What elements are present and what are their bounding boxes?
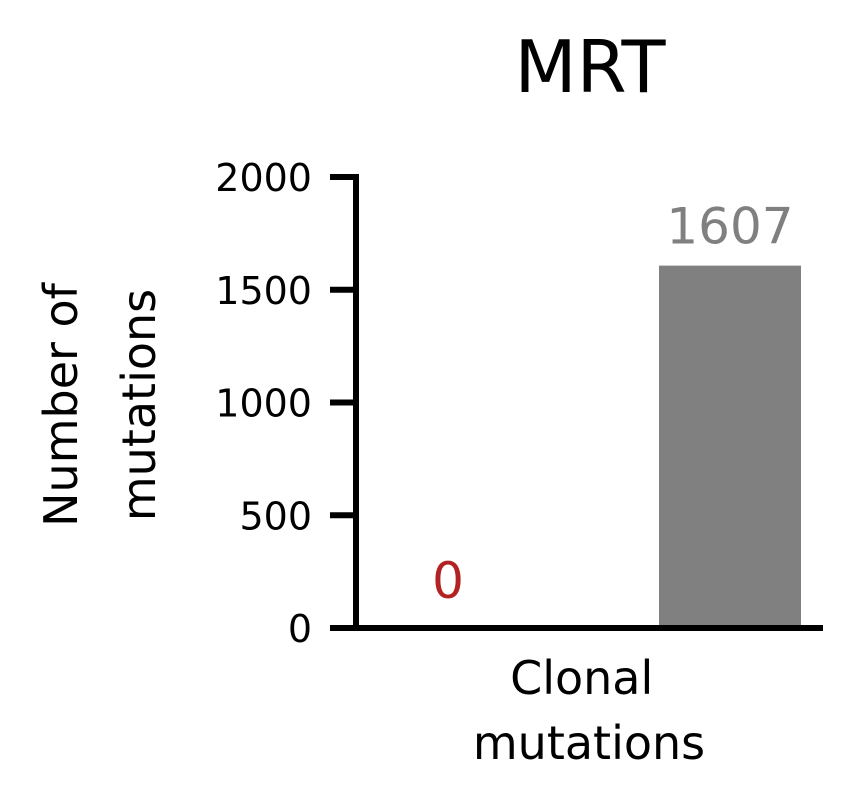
y-tick-label: 0 <box>288 607 312 651</box>
x-category-label-line-1: Clonal <box>510 651 653 705</box>
x-category-label: Clonal mutations <box>473 651 705 770</box>
y-tick-label: 500 <box>239 494 312 538</box>
y-tick-label: 2000 <box>215 156 312 200</box>
y-tick-label: 1000 <box>215 382 312 426</box>
y-tick-label: 1500 <box>215 269 312 313</box>
bar <box>659 265 801 628</box>
bar-value-label: 0 <box>432 552 464 610</box>
x-category-label-line-2: mutations <box>473 716 705 770</box>
bars: 0 1607 <box>432 198 801 628</box>
y-axis-ticks: 0 500 1000 1500 2000 <box>215 156 356 651</box>
chart-title: MRT <box>515 25 667 109</box>
y-axis-label-line-2: mutations <box>112 289 166 521</box>
y-axis-label: Number of <box>34 281 88 527</box>
y-axis-label-line-1: Number of <box>34 281 88 527</box>
y-axis-label-2: mutations <box>112 289 166 521</box>
bar-value-label: 1607 <box>666 198 793 256</box>
